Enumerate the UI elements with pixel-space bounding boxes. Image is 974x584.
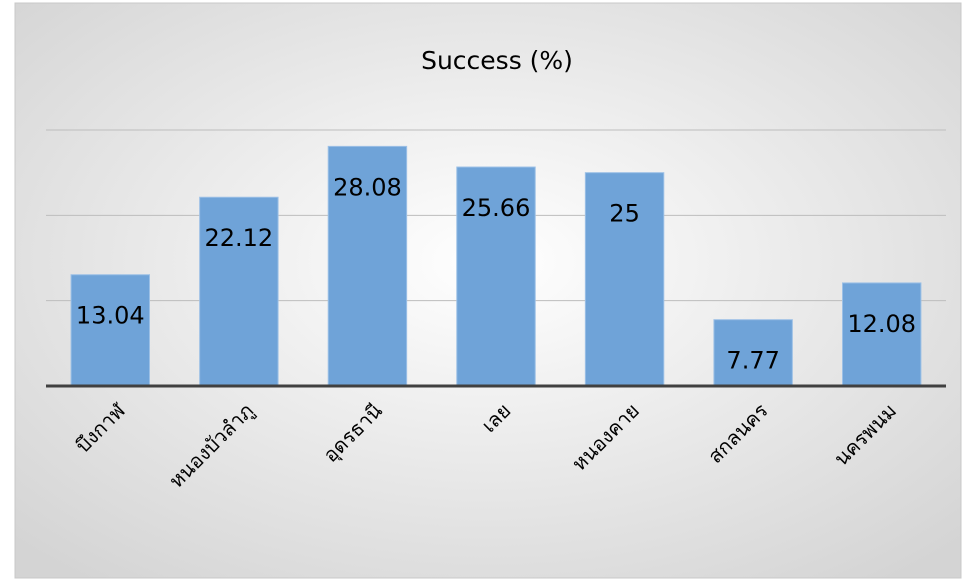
- data-label: 7.77: [726, 347, 779, 375]
- data-label: 28.08: [333, 173, 402, 201]
- bar: [842, 282, 922, 387]
- bar: [584, 172, 665, 387]
- chart-title: Success (%): [421, 46, 573, 75]
- data-label: 13.04: [76, 302, 145, 330]
- bar: [199, 196, 279, 387]
- bar: [70, 274, 150, 387]
- data-label: 22.12: [204, 224, 273, 252]
- data-label: 25.66: [462, 194, 531, 222]
- data-label: 25: [609, 200, 640, 228]
- data-label: 12.08: [847, 310, 916, 338]
